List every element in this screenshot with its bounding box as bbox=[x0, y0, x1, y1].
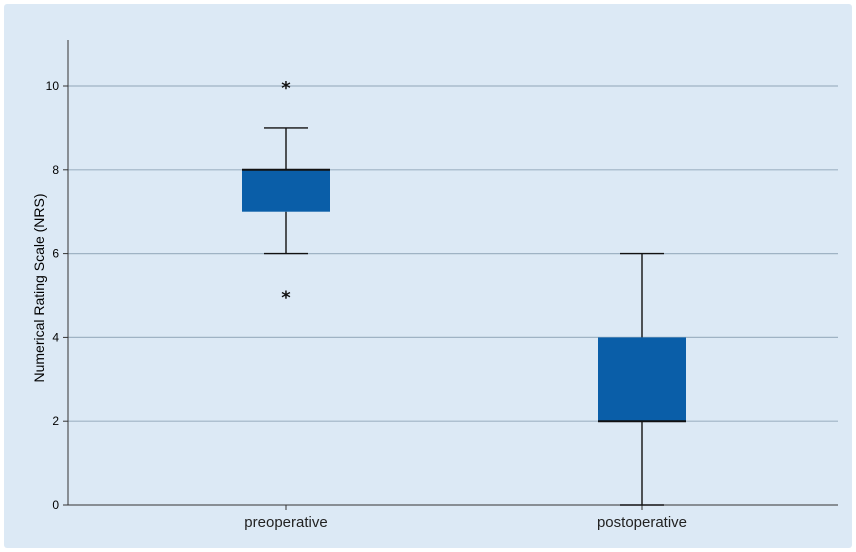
y-tick-label-8: 8 bbox=[52, 163, 59, 177]
axis-layer: 0 2 4 6 8 10 preoperative postoperative bbox=[46, 40, 838, 531]
box-group-postoperative bbox=[598, 252, 686, 506]
y-tick-label-2: 2 bbox=[52, 414, 59, 428]
y-tick-label-6: 6 bbox=[52, 247, 59, 261]
y-tick-label-10: 10 bbox=[46, 79, 60, 93]
outlier-marker-preoperative-10: * bbox=[281, 78, 291, 99]
y-axis-title: Numerical Rating Scale (NRS) bbox=[31, 193, 47, 382]
x-tick-label-preoperative: preoperative bbox=[244, 514, 327, 531]
box-group-preoperative: ** bbox=[242, 78, 330, 309]
x-tick-label-postoperative: postoperative bbox=[597, 514, 687, 531]
outlier-marker-preoperative-5: * bbox=[281, 288, 291, 309]
iqr-box-postoperative bbox=[598, 337, 686, 422]
y-tick-label-0: 0 bbox=[52, 498, 59, 512]
chart-background bbox=[4, 4, 852, 548]
box-layer: ** bbox=[242, 78, 686, 506]
iqr-box-preoperative bbox=[242, 169, 330, 212]
y-tick-label-4: 4 bbox=[52, 330, 59, 344]
grid-layer bbox=[68, 85, 838, 422]
